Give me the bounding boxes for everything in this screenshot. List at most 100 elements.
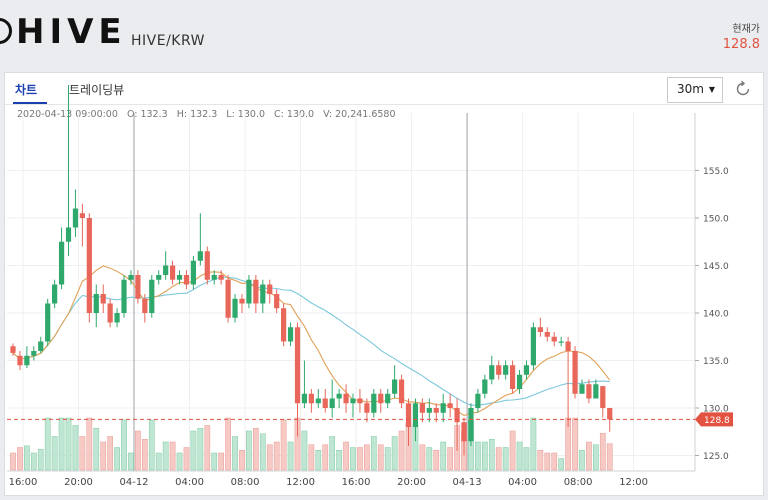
candle-body xyxy=(579,384,585,394)
tab-tradingview[interactable]: 트레이딩뷰 xyxy=(69,83,125,97)
candle-body xyxy=(308,393,314,404)
volume-bar xyxy=(398,430,405,471)
candle-body xyxy=(274,294,280,309)
x-tick-label: 04-12 xyxy=(119,477,148,488)
volume-bar xyxy=(447,447,453,471)
candle-body xyxy=(128,275,134,280)
candle-body xyxy=(183,275,190,285)
candle-body xyxy=(114,313,120,323)
candle-body xyxy=(357,398,363,404)
volume-bar xyxy=(128,452,134,471)
volume-bar xyxy=(30,452,37,471)
candle-body xyxy=(537,327,543,332)
candle-body xyxy=(45,303,51,342)
ohlc-high: H: 132.3 xyxy=(176,109,218,120)
candle-body xyxy=(468,408,474,442)
volume-bar xyxy=(65,417,72,471)
volume-bar xyxy=(544,452,551,471)
candle-body xyxy=(301,393,308,404)
candle-body xyxy=(398,379,405,404)
volume-bar xyxy=(100,441,107,471)
volume-bar xyxy=(586,441,592,471)
volume-bar xyxy=(141,439,148,471)
volume-bar xyxy=(343,441,349,471)
candle-body xyxy=(267,284,273,294)
volume-bar xyxy=(211,452,218,471)
candle-body xyxy=(433,408,439,413)
volume-bar xyxy=(495,447,502,471)
candle-body xyxy=(523,365,530,375)
candle-body xyxy=(593,384,599,399)
candle-body xyxy=(496,365,502,375)
volume-bar xyxy=(537,450,544,471)
candle-body xyxy=(121,279,127,313)
candle-body xyxy=(149,279,155,313)
volume-bar xyxy=(107,436,113,471)
candle-body xyxy=(586,384,592,399)
volume-bar xyxy=(377,444,384,471)
volume-bar xyxy=(523,447,530,471)
candle-body xyxy=(294,327,301,404)
x-tick-label: 04:00 xyxy=(508,477,537,488)
volume-bar xyxy=(336,450,342,471)
volume-bar xyxy=(419,444,426,471)
candle-body xyxy=(405,403,412,427)
y-tick-label: 125.0 xyxy=(703,452,729,462)
volume-bar xyxy=(273,441,280,471)
x-tick-label: 20:00 xyxy=(397,477,426,488)
candle-body xyxy=(572,351,578,394)
ohlc-low: L: 130.0 xyxy=(226,109,266,120)
interval-select[interactable]: 30m ▼ xyxy=(667,77,723,103)
candle-body xyxy=(378,393,384,404)
candle-body xyxy=(336,393,342,399)
ohlc-open: O: 132.3 xyxy=(126,109,168,120)
volume-bar xyxy=(357,447,363,471)
candle-body xyxy=(343,393,349,404)
volume-bar xyxy=(266,444,273,471)
volume-bar xyxy=(308,444,315,471)
volume-bar xyxy=(475,441,481,471)
volume-bar xyxy=(322,444,329,471)
candle-body xyxy=(225,279,231,318)
x-tick-label: 08:00 xyxy=(564,477,593,488)
candle-body xyxy=(38,341,44,351)
coin-name: HIVE xyxy=(16,12,127,52)
candle-body xyxy=(489,365,495,380)
candle-body xyxy=(509,365,516,389)
candle-body xyxy=(204,251,210,280)
volume-bar xyxy=(44,417,51,471)
volume-bar xyxy=(218,452,225,471)
volume-bar xyxy=(426,447,433,471)
volume-bar xyxy=(558,458,565,471)
x-tick-label: 12:00 xyxy=(286,477,315,488)
volume-bar xyxy=(384,447,391,471)
x-tick-label: 08:00 xyxy=(231,477,260,488)
y-tick-label: 155.0 xyxy=(703,167,729,177)
candle-body xyxy=(607,408,613,420)
candle-body xyxy=(135,275,141,299)
candle-body xyxy=(197,251,203,261)
volume-bar xyxy=(169,441,176,471)
volume-bar xyxy=(579,450,585,471)
candle-body xyxy=(142,298,148,313)
volume-bar xyxy=(301,430,308,471)
volume-bar xyxy=(593,444,599,471)
y-tick-label: 140.0 xyxy=(703,310,729,320)
tab-chart[interactable]: 차트 xyxy=(15,83,38,97)
candle-body xyxy=(86,218,92,313)
volume-bar xyxy=(488,439,495,471)
candle-body xyxy=(58,241,65,285)
volume-bar xyxy=(86,417,93,471)
refresh-icon[interactable] xyxy=(733,79,753,99)
volume-bar xyxy=(232,436,238,471)
volume-bar xyxy=(516,441,523,471)
candle-body xyxy=(482,379,488,394)
price-chart[interactable]: 155.0 150.0 145.0 140.0 135.0 130.0 125.0 16:00… xyxy=(5,73,763,495)
candle-body xyxy=(246,279,252,304)
current-price-value: 128.8 xyxy=(722,37,760,52)
chart-panel: 차트 트레이딩뷰 30m ▼ 2020-04-13 09:00:00 O: 13… xyxy=(4,72,764,496)
ohlc-close: C: 130.0 xyxy=(274,109,315,120)
candle-body xyxy=(253,279,259,304)
candle-body xyxy=(503,365,509,375)
volume-bar xyxy=(37,448,44,471)
